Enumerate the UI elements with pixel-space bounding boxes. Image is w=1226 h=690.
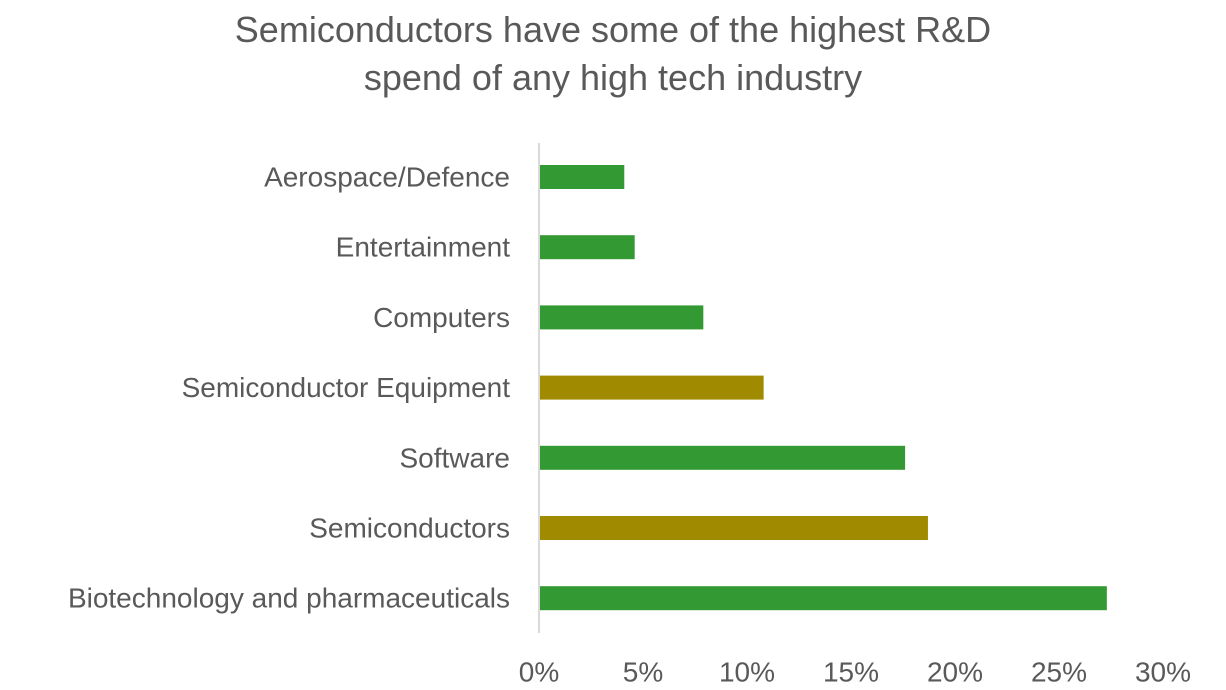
bar [540,305,704,330]
x-tick-label: 25% [1031,657,1087,688]
x-tick-label: 20% [927,657,983,688]
chart-title-line-2: spend of any high tech industry [363,57,863,98]
x-tick-label: 5% [623,657,663,688]
x-tick-labels: 0% 5% 10% 15% 20% 25% 30% [519,657,1191,688]
bar [540,165,625,189]
bar [540,516,928,540]
chart-title-line-1: Semiconductors have some of the highest … [234,9,992,50]
bar [540,586,1107,611]
x-tick-label: 0% [519,657,559,688]
category-label: Semiconductor Equipment [182,372,511,403]
bar [540,375,764,400]
bars [540,165,1107,611]
category-label: Biotechnology and pharmaceuticals [68,583,510,614]
category-label: Semiconductors [309,513,510,544]
bar [540,235,635,260]
category-label: Entertainment [336,232,511,263]
bar [540,445,906,470]
x-tick-label: 15% [823,657,879,688]
x-tick-label: 30% [1135,657,1191,688]
x-tick-label: 10% [719,657,775,688]
category-label: Computers [373,302,510,333]
category-labels: Aerospace/Defence Entertainment Computers S… [68,162,510,614]
category-label: Aerospace/Defence [264,162,510,193]
category-label: Software [400,442,511,473]
